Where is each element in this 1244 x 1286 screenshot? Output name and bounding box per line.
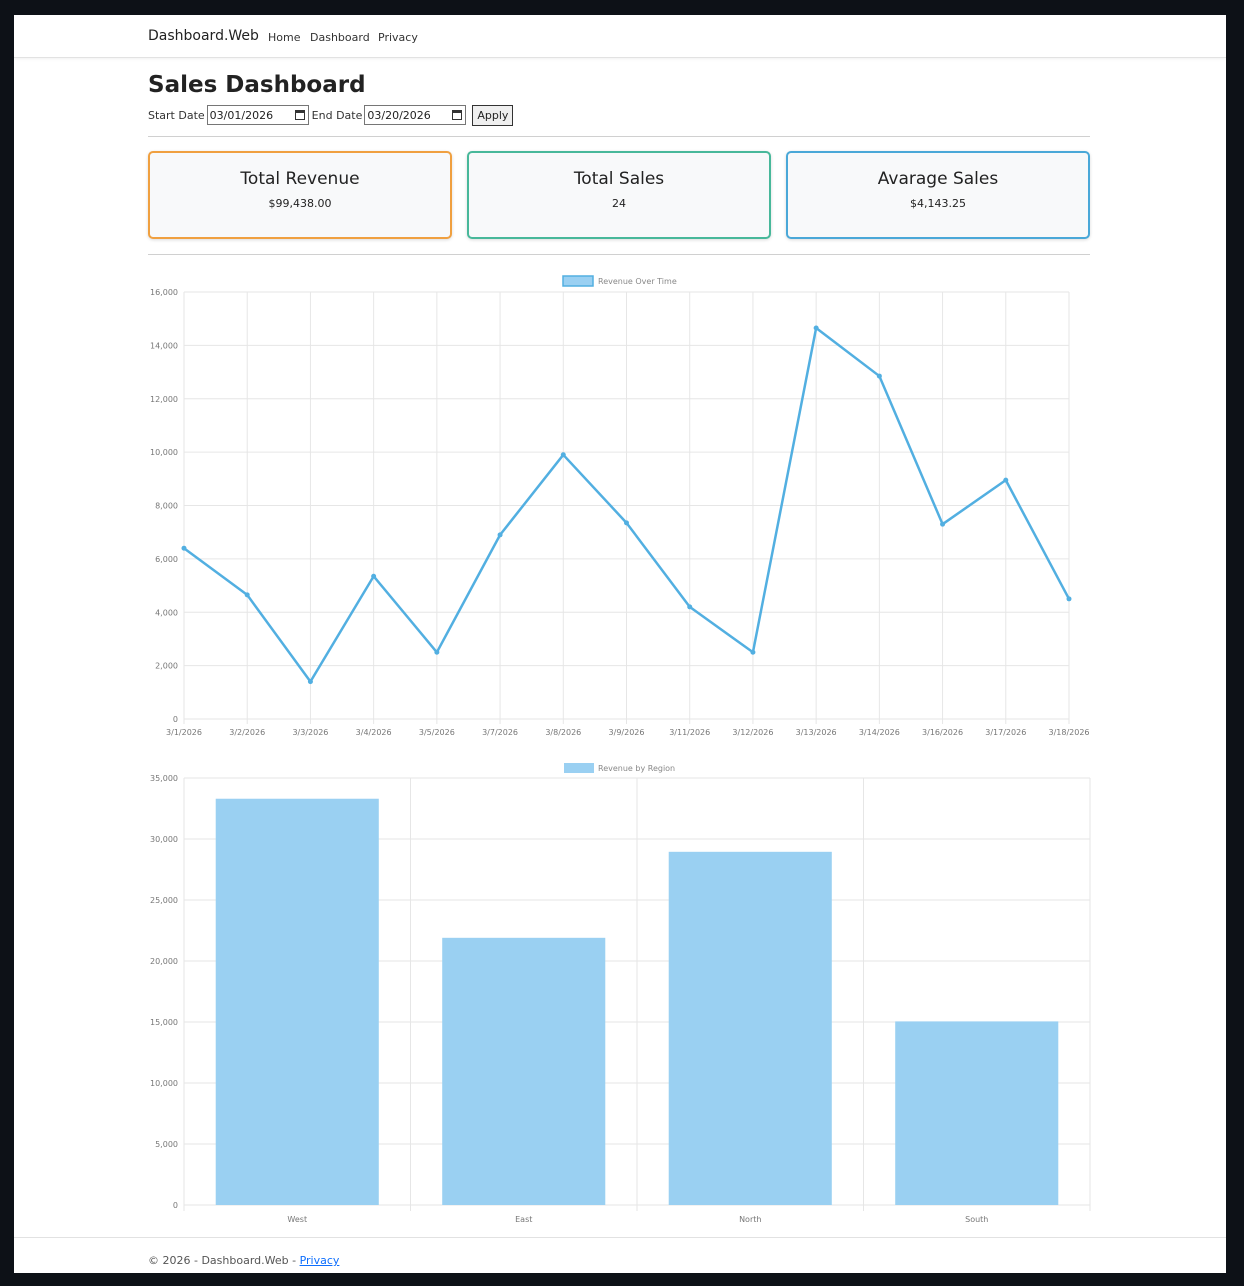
start-date-value: 03/01/2026 [209, 108, 274, 122]
x-tick-label: 3/18/2026 [1048, 728, 1089, 737]
bar-east [442, 937, 606, 1205]
page-title: Sales Dashboard [148, 72, 366, 98]
data-point [940, 521, 946, 527]
x-tick-label: 3/12/2026 [732, 728, 773, 737]
revenue-by-region-chart: Revenue by Region 0 5,000 10,000 15,000 20,00… [150, 763, 1091, 1224]
apply-button[interactable]: Apply [472, 104, 514, 126]
x-tick-label: 3/9/2026 [609, 728, 645, 737]
revenue-over-time-chart: Revenue Over Time 0 2,000 4,000 6,000 8,000 10… [150, 275, 1090, 737]
x-tick-label: 3/2/2026 [229, 728, 265, 737]
x-tick-label: 3/3/2026 [292, 728, 328, 737]
data-point [687, 604, 693, 610]
footer: © 2026 - Dashboard.Web - Privacy [14, 1237, 1226, 1273]
x-tick-label: 3/4/2026 [356, 728, 392, 737]
y-tick-label: 12,000 [150, 395, 178, 404]
y-tick-label: 6,000 [155, 555, 178, 564]
y-tick-label: 30,000 [150, 835, 178, 844]
nav-link-home[interactable]: Home [268, 31, 301, 44]
x-tick-label: 3/5/2026 [419, 728, 455, 737]
divider [148, 136, 1090, 137]
y-tick-label: 0 [173, 715, 178, 724]
card-value: $99,438.00 [268, 197, 332, 210]
bar-west [215, 798, 379, 1205]
card-value: $4,143.25 [910, 197, 966, 210]
y-tick-label: 10,000 [150, 1079, 178, 1088]
y-tick-label: 10,000 [150, 448, 178, 457]
x-tick-label: 3/1/2026 [166, 728, 202, 737]
data-point [1003, 477, 1009, 483]
footer-copyright: © 2026 - Dashboard.Web - [148, 1254, 300, 1267]
y-tick-label: 0 [173, 1201, 178, 1210]
start-date-input[interactable]: 03/01/2026 [206, 105, 309, 125]
y-tick-label: 14,000 [150, 341, 178, 350]
calendar-icon[interactable] [452, 110, 463, 120]
x-tick-label: 3/8/2026 [545, 728, 581, 737]
x-tick-label: West [287, 1215, 307, 1224]
end-date-value: 03/20/2026 [367, 108, 431, 122]
bar-north [668, 851, 832, 1205]
card-title: Total Revenue [240, 169, 360, 189]
data-point [624, 520, 629, 526]
bar-south [895, 1021, 1059, 1205]
x-tick-label: 3/7/2026 [482, 728, 518, 737]
end-date-label: End Date [311, 108, 363, 122]
navbar-brand[interactable]: Dashboard.Web [148, 28, 259, 44]
x-tick-label: 3/17/2026 [985, 728, 1026, 737]
navbar: Dashboard.Web Home Dashboard Privacy [14, 15, 1226, 58]
data-point [371, 573, 377, 579]
data-point [1066, 596, 1072, 602]
y-tick-label: 35,000 [150, 774, 178, 783]
y-tick-label: 25,000 [150, 896, 178, 905]
y-tick-label: 16,000 [150, 288, 178, 297]
date-filter-form: Start Date 03/01/2026 End Date 03/20/202… [148, 104, 514, 126]
x-tick-label: South [965, 1215, 988, 1224]
y-tick-label: 4,000 [155, 608, 178, 617]
footer-text: © 2026 - Dashboard.Web - Privacy [148, 1254, 339, 1267]
y-tick-label: 2,000 [155, 662, 178, 671]
card-value: 24 [612, 197, 626, 210]
card-title: Total Sales [573, 169, 665, 189]
legend-label: Revenue by Region [598, 764, 675, 773]
card-title: Avarage Sales [877, 169, 999, 189]
legend-swatch [564, 763, 594, 773]
y-tick-label: 8,000 [155, 502, 178, 511]
data-point [750, 649, 756, 655]
divider [148, 254, 1090, 255]
nav-link-dashboard[interactable]: Dashboard [310, 31, 370, 44]
y-tick-label: 5,000 [155, 1140, 178, 1149]
calendar-icon[interactable] [294, 110, 305, 120]
x-tick-label: 3/14/2026 [859, 728, 900, 737]
data-point [181, 545, 187, 551]
data-point [876, 373, 882, 379]
data-point [497, 532, 503, 538]
end-date-input[interactable]: 03/20/2026 [364, 105, 467, 125]
x-tick-label: North [739, 1215, 761, 1224]
x-tick-label: 3/16/2026 [922, 728, 963, 737]
legend-swatch [562, 275, 594, 287]
data-point [434, 649, 440, 655]
nav-link-privacy[interactable]: Privacy [378, 31, 418, 44]
average-sales-card: Avarage Sales $4,143.25 [786, 151, 1090, 239]
x-tick-label: 3/11/2026 [669, 728, 710, 737]
x-tick-label: East [515, 1215, 532, 1224]
y-tick-label: 15,000 [150, 1018, 178, 1027]
total-sales-card: Total Sales 24 [467, 151, 771, 239]
footer-privacy-link[interactable]: Privacy [299, 1254, 340, 1267]
start-date-label: Start Date [148, 108, 205, 122]
y-tick-label: 20,000 [150, 957, 178, 966]
legend-label: Revenue Over Time [598, 277, 677, 286]
total-revenue-card: Total Revenue $99,438.00 [148, 151, 452, 239]
browser-viewport: Dashboard.Web Home Dashboard Privacy Sal… [14, 15, 1226, 1273]
data-point [813, 325, 819, 331]
data-point [307, 679, 313, 685]
data-point [560, 452, 566, 458]
data-point [244, 592, 250, 598]
x-tick-label: 3/13/2026 [796, 728, 837, 737]
